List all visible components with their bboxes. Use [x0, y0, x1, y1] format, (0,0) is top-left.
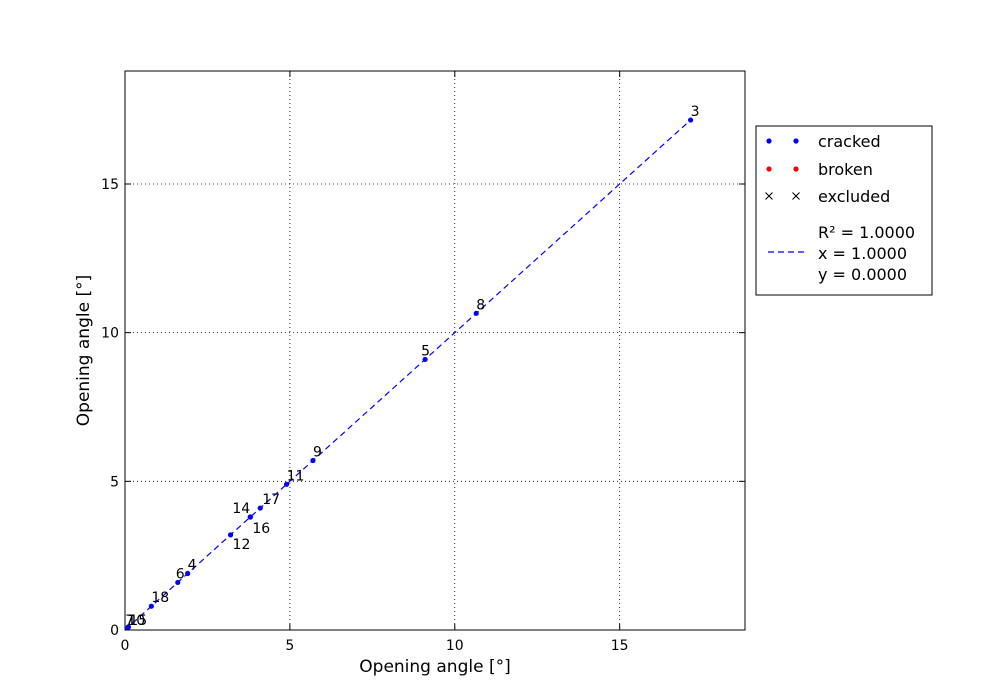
y-tick-label: 5	[110, 474, 119, 490]
legend-fit-r2: R² = 1.0000	[818, 223, 915, 242]
legend-marker	[765, 192, 773, 200]
legend-entry-broken: broken	[766, 160, 873, 179]
point-label: 4	[188, 558, 197, 574]
point-label: 7	[125, 613, 134, 629]
data-point	[175, 579, 181, 586]
x-tick-label: 5	[285, 638, 294, 654]
y-tick-label: 15	[101, 177, 119, 193]
legend-marker	[766, 166, 772, 172]
point-label: 10	[127, 613, 145, 629]
legend-label-excluded: excluded	[818, 187, 890, 206]
fit-line	[124, 119, 691, 631]
point-label: 5	[421, 343, 430, 359]
plot-area-frame	[124, 70, 746, 631]
data-point	[227, 532, 234, 538]
point-label: 16	[252, 521, 270, 537]
point-label: 12	[233, 537, 251, 553]
data-point	[310, 457, 316, 464]
legend-label-cracked: cracked	[818, 132, 881, 151]
point-label: 8	[476, 297, 485, 313]
data-point	[257, 505, 263, 511]
data-point	[422, 356, 428, 363]
x-tick-label: 10	[446, 638, 464, 654]
y-axis-label: Opening angle [°]	[74, 275, 94, 426]
legend: cracked broken excluded R² = 1.0000 x = …	[755, 125, 933, 296]
legend-fit-y: y = 0.0000	[818, 265, 907, 284]
y-tick-label: 10	[101, 326, 119, 342]
point-label: 11	[287, 468, 305, 484]
point-label: 9	[313, 445, 322, 461]
data-point	[185, 570, 191, 577]
data-point	[473, 310, 479, 316]
y-tick-label: 0	[110, 623, 119, 639]
point-label: 15	[129, 613, 147, 629]
data-point	[125, 624, 131, 630]
point-label: 3	[691, 104, 700, 120]
data-point	[148, 603, 154, 609]
point-label: 17	[262, 492, 280, 508]
x-tick-label: 15	[611, 638, 629, 654]
x-tick-label: 0	[121, 638, 130, 654]
legend-marker	[766, 138, 772, 144]
point-label: 6	[176, 566, 185, 582]
point-label: 18	[151, 590, 169, 606]
legend-box	[755, 125, 933, 296]
legend-entry-excluded: excluded	[765, 187, 890, 206]
data-point	[247, 514, 253, 520]
x-axis-label: Opening angle [°]	[359, 657, 510, 677]
legend-fit-x: x = 1.0000	[818, 244, 907, 263]
legend-entry-cracked: cracked	[766, 132, 881, 151]
data-point	[283, 481, 290, 487]
legend-marker	[792, 192, 800, 200]
legend-label-broken: broken	[818, 160, 873, 179]
legend-entry-fit: R² = 1.0000 x = 1.0000 y = 0.0000	[768, 223, 915, 284]
grid-lines	[125, 71, 745, 630]
point-label: 14	[232, 501, 250, 517]
legend-marker	[793, 138, 799, 144]
legend-marker	[793, 166, 799, 172]
data-point	[687, 117, 694, 123]
